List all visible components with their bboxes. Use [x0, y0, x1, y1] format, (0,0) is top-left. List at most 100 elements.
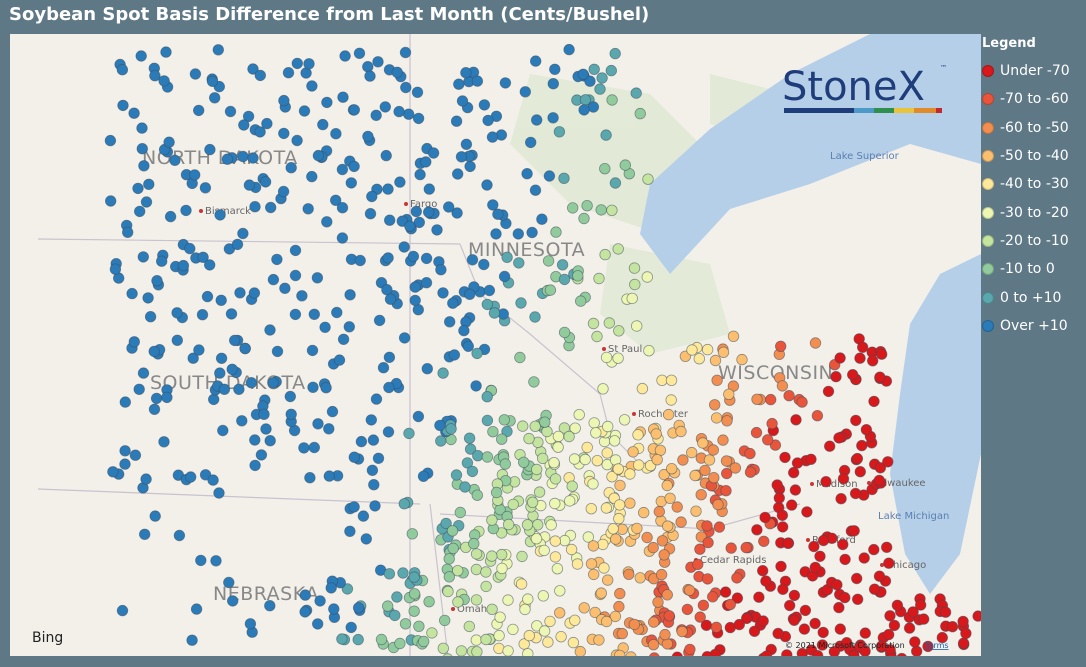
- logo-text: StoneX: [782, 64, 925, 110]
- location-dot: [239, 342, 251, 355]
- location-dot: [481, 298, 494, 311]
- legend-item[interactable]: -10 to 0: [982, 255, 1070, 283]
- location-dot: [627, 446, 639, 458]
- location-dot: [279, 282, 291, 295]
- location-dot: [435, 263, 447, 276]
- location-dot: [499, 77, 512, 89]
- legend-item[interactable]: -50 to -40: [982, 142, 1070, 170]
- legend-item[interactable]: -30 to -20: [982, 198, 1070, 226]
- legend-item[interactable]: Over +10: [982, 312, 1070, 340]
- location-dot: [171, 307, 183, 319]
- legend-item[interactable]: -60 to -50: [982, 114, 1070, 142]
- location-dot: [285, 161, 297, 174]
- location-dot: [522, 648, 534, 656]
- location-dot: [519, 86, 532, 98]
- location-dot: [389, 609, 401, 622]
- location-dot: [382, 183, 394, 195]
- location-dot: [243, 179, 256, 191]
- location-dot: [452, 565, 464, 577]
- terms[interactable]: Terms: [924, 641, 949, 650]
- location-dot: [348, 104, 361, 116]
- location-dot: [751, 524, 763, 536]
- location-dot: [630, 87, 642, 99]
- location-dot: [121, 226, 134, 239]
- location-dot: [345, 621, 357, 634]
- location-dot: [398, 332, 411, 344]
- location-dot: [733, 618, 746, 631]
- location-dot: [228, 334, 241, 347]
- location-dot: [549, 473, 562, 485]
- location-dot: [480, 566, 492, 578]
- location-dot: [609, 47, 621, 60]
- location-dot: [496, 548, 508, 561]
- legend-item[interactable]: -20 to -10: [982, 227, 1070, 255]
- location-dot: [547, 112, 559, 124]
- location-dot: [946, 621, 959, 633]
- location-dot: [261, 117, 273, 130]
- city-dot: [880, 563, 884, 567]
- location-dot: [712, 498, 724, 511]
- location-dot: [594, 83, 606, 95]
- location-dot: [365, 414, 378, 426]
- location-dot: [421, 363, 434, 375]
- location-dot: [868, 395, 880, 408]
- location-dot: [483, 284, 496, 297]
- location-dot: [873, 474, 886, 487]
- location-dot: [538, 625, 551, 637]
- title: Soybean Spot Basis Difference from Last …: [9, 4, 650, 25]
- bing: Bing: [32, 630, 63, 646]
- location-dot: [470, 380, 482, 392]
- location-dot: [681, 603, 694, 616]
- logo-mark: ™: [940, 64, 947, 72]
- location-dot: [675, 425, 687, 438]
- location-dot: [530, 55, 542, 67]
- location-dot: [486, 514, 498, 526]
- location-dot: [442, 585, 454, 598]
- location-dot: [609, 177, 622, 189]
- location-dot: [326, 405, 339, 418]
- location-dot: [713, 521, 726, 533]
- location-dot: [330, 127, 342, 140]
- location-dot: [306, 170, 318, 183]
- location-dot: [849, 487, 862, 500]
- legend-item[interactable]: -70 to -60: [982, 85, 1070, 113]
- location-dot: [537, 590, 550, 602]
- location-dot: [571, 558, 584, 570]
- location-dot: [782, 537, 794, 550]
- location-dot: [525, 136, 537, 149]
- legend-item[interactable]: -40 to -30: [982, 170, 1070, 198]
- legend-item[interactable]: 0 to +10: [982, 283, 1070, 311]
- location-dot: [601, 447, 613, 459]
- location-dot: [831, 579, 843, 591]
- legend-item[interactable]: Under -70: [982, 57, 1070, 85]
- location-dot: [606, 94, 618, 106]
- copyright: © 2021 Microsoft Corporation: [785, 641, 905, 650]
- location-dot: [776, 380, 789, 392]
- location-dot: [834, 352, 846, 364]
- location-dot: [377, 362, 390, 374]
- location-dot: [370, 393, 383, 405]
- state-label: NEBRASKA: [213, 583, 319, 605]
- location-dot: [618, 414, 631, 426]
- location-dot: [455, 151, 468, 163]
- location-dot: [671, 501, 683, 513]
- location-dot: [464, 160, 476, 173]
- location-dot: [632, 429, 644, 441]
- location-dot: [725, 542, 737, 554]
- city-dot: [602, 347, 606, 351]
- location-dot: [271, 253, 283, 266]
- legend: Legend Under -70 -70 to -60 -60 to -50 -50 …: [982, 36, 1070, 340]
- location-dot: [408, 605, 420, 617]
- state-label: NORTH DAKOTA: [142, 147, 298, 169]
- location-dot: [628, 618, 641, 631]
- location-dot: [606, 204, 618, 217]
- legend-label: 0 to +10: [1000, 289, 1062, 306]
- location-dot: [254, 126, 266, 138]
- location-dot: [891, 599, 904, 612]
- location-dot: [260, 423, 272, 435]
- logo: StoneX ™: [782, 64, 947, 113]
- location-dot: [242, 110, 255, 123]
- location-dot: [529, 420, 541, 433]
- location-dot: [306, 344, 319, 357]
- location-dot: [514, 351, 526, 364]
